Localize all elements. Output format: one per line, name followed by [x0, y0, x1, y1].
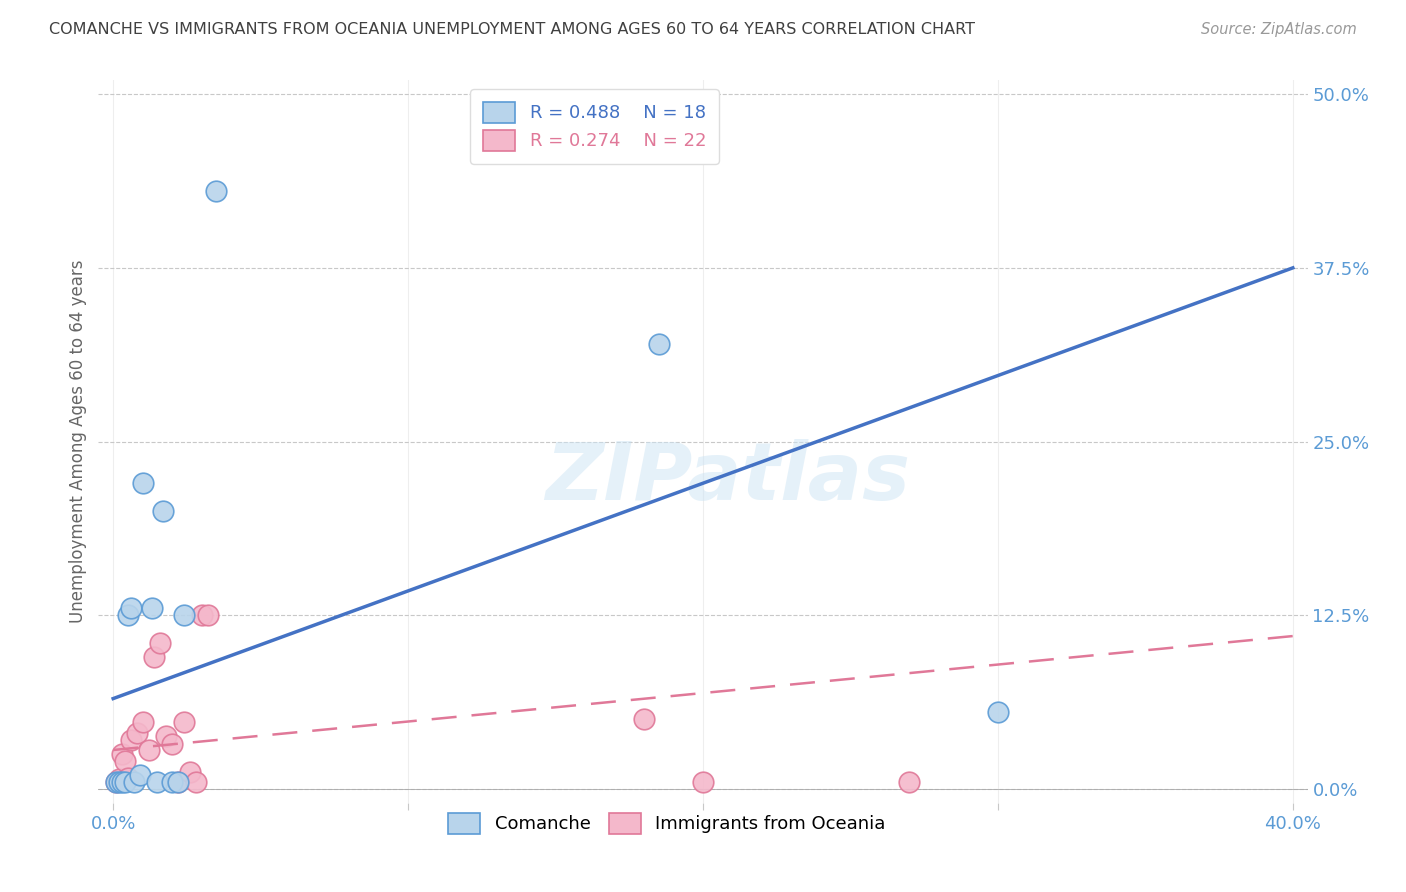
Point [138, 743, 160, 757]
Point [167, 775, 190, 789]
Point [167, 775, 190, 789]
Point [173, 608, 195, 623]
Point [648, 337, 671, 351]
Point [105, 775, 128, 789]
Point [125, 726, 148, 740]
Legend: Comanche, Immigrants from Oceania: Comanche, Immigrants from Oceania [437, 802, 897, 845]
Point [152, 504, 174, 518]
Point [146, 775, 169, 789]
Point [633, 713, 655, 727]
Point [131, 715, 153, 730]
Point [184, 775, 207, 789]
Text: Source: ZipAtlas.com: Source: ZipAtlas.com [1201, 22, 1357, 37]
Point [160, 738, 183, 752]
Point [111, 747, 134, 761]
Point [692, 775, 714, 789]
Point [160, 775, 183, 789]
Point [108, 772, 131, 787]
Text: ZIPatlas: ZIPatlas [544, 439, 910, 516]
Point [117, 608, 139, 623]
Point [173, 715, 195, 730]
Text: COMANCHE VS IMMIGRANTS FROM OCEANIA UNEMPLOYMENT AMONG AGES 60 TO 64 YEARS CORRE: COMANCHE VS IMMIGRANTS FROM OCEANIA UNEM… [49, 22, 976, 37]
Point [898, 775, 921, 789]
Point [987, 706, 1010, 720]
Point [108, 775, 131, 789]
Point [131, 476, 153, 491]
Point [122, 775, 145, 789]
Point [155, 729, 177, 743]
Y-axis label: Unemployment Among Ages 60 to 64 years: Unemployment Among Ages 60 to 64 years [69, 260, 87, 624]
Point [205, 185, 228, 199]
Point [114, 754, 136, 768]
Point [120, 733, 142, 747]
Point [179, 765, 201, 780]
Point [190, 608, 212, 623]
Point [120, 601, 142, 615]
Point [111, 775, 134, 789]
Point [114, 775, 136, 789]
Point [117, 771, 139, 785]
Point [105, 775, 128, 789]
Point [149, 636, 172, 650]
Point [143, 649, 166, 664]
Point [141, 601, 163, 615]
Point [128, 768, 150, 782]
Point [197, 608, 219, 623]
